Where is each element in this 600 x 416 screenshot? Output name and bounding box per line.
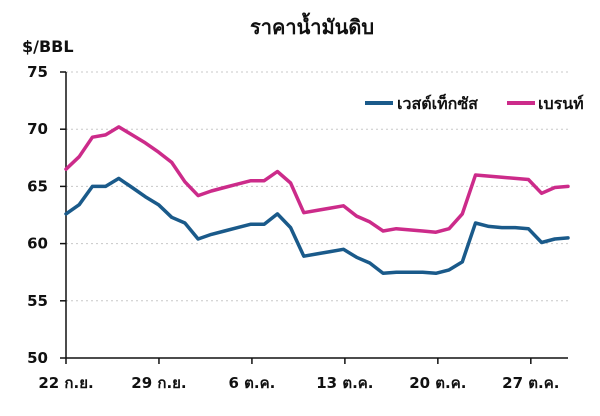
series-lines (64, 125, 570, 276)
y-tick-label-3: 65 (27, 177, 48, 195)
x-tick-label-2: 6 ต.ค. (229, 374, 276, 392)
grid-lines (66, 71, 568, 302)
y-tick-label-2: 60 (27, 235, 48, 253)
chart-title: ราคาน้ำมันดิบ (250, 12, 374, 39)
legend-label-1: เบรนท์ (538, 94, 584, 113)
series-line-1 (64, 125, 570, 234)
y-tick-label-0: 50 (27, 349, 48, 367)
y-tick-label-4: 70 (27, 120, 48, 138)
y-axis-unit-label: $/BBL (22, 37, 74, 56)
legend-label-0: เวสต์เท็กซัส (397, 92, 478, 113)
x-tick-label-4: 20 ต.ค. (409, 374, 466, 392)
x-tick-label-5: 27 ต.ค. (502, 374, 559, 392)
axes: 50 55 60 65 70 75 22 ก.ย. 29 ก.ย. 6 ต.ค. 13 ต.ค. 2… (27, 63, 568, 392)
x-tick-label-3: 13 ต.ค. (316, 374, 373, 392)
x-tick-label-1: 29 ก.ย. (131, 374, 186, 392)
series-line-0 (64, 176, 570, 276)
y-tick-label-1: 55 (27, 292, 48, 310)
x-tick-label-0: 22 ก.ย. (38, 374, 93, 392)
legend: เวสต์เท็กซัส เบรนท์ (365, 92, 584, 113)
y-tick-label-5: 75 (27, 63, 48, 81)
